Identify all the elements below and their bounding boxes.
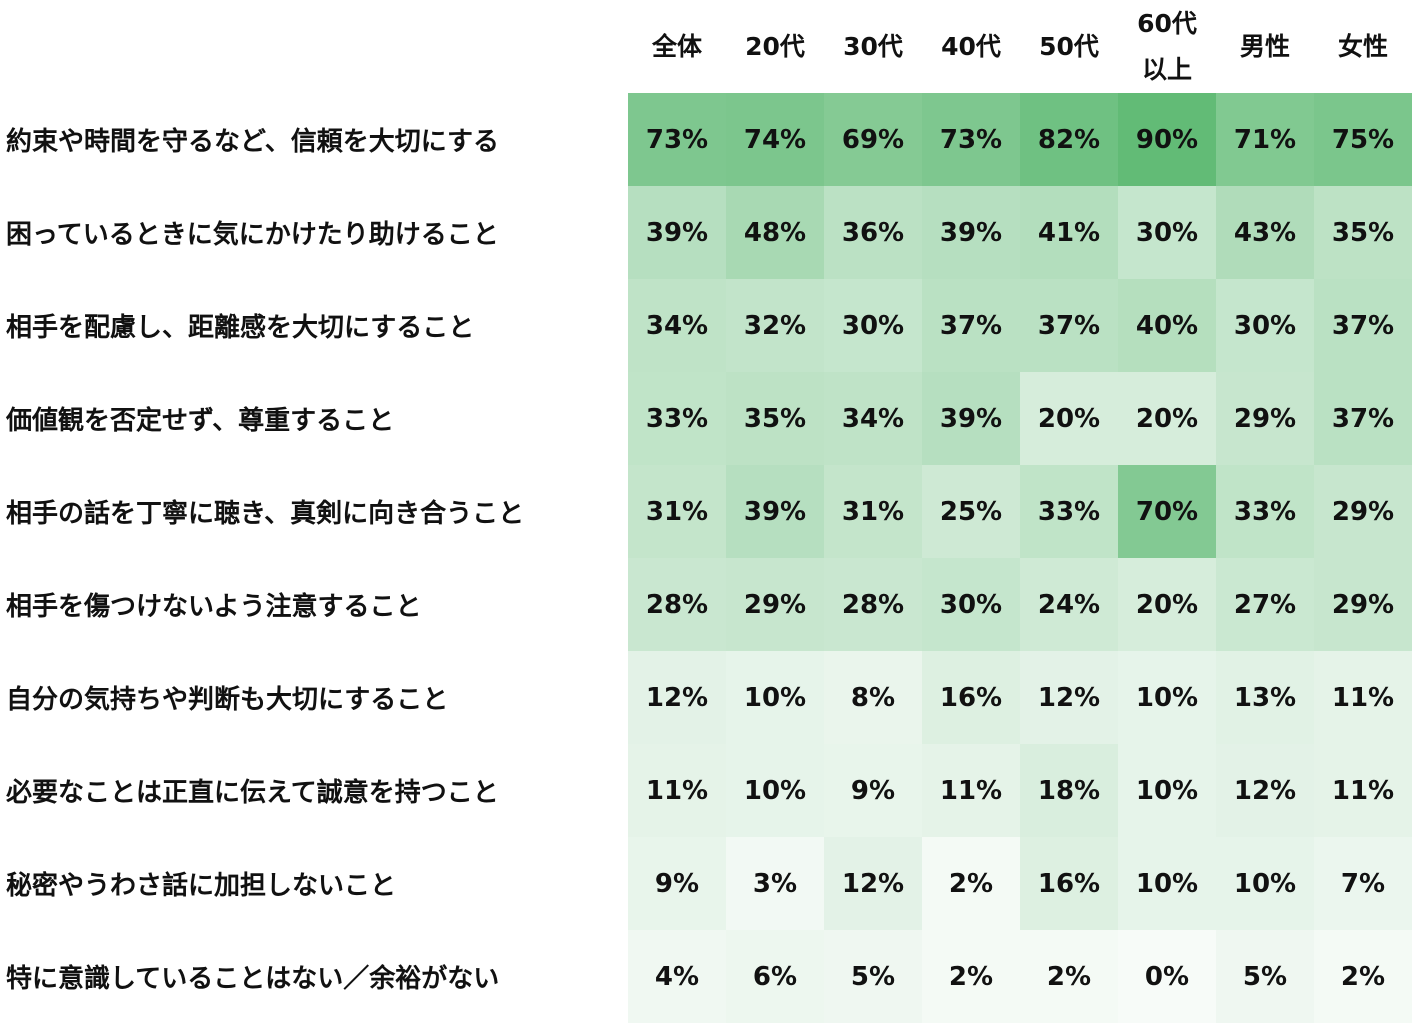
- heatmap-cell: 12%: [1216, 744, 1314, 837]
- heatmap-cell: 41%: [1020, 186, 1118, 279]
- heatmap-cell: 34%: [628, 279, 726, 372]
- heatmap-cell: 16%: [922, 651, 1020, 744]
- heatmap-cell: 31%: [824, 465, 922, 558]
- column-header: 40代: [941, 31, 1001, 61]
- heatmap-cell: 30%: [922, 558, 1020, 651]
- heatmap-cell: 35%: [1314, 186, 1412, 279]
- heatmap-cell: 33%: [628, 372, 726, 465]
- heatmap-cell: 24%: [1020, 558, 1118, 651]
- column-header: 50代: [1039, 31, 1099, 61]
- row-label: 自分の気持ちや判断も大切にすること: [6, 685, 449, 715]
- row-label: 特に意識していることはない／余裕がない: [6, 964, 500, 994]
- heatmap-cell: 29%: [1314, 558, 1412, 651]
- column-header: 男性: [1239, 31, 1290, 61]
- heatmap-cell: 73%: [922, 93, 1020, 186]
- heatmap-cell: 4%: [628, 930, 726, 1023]
- row-label: 相手を傷つけないよう注意すること: [6, 592, 422, 622]
- heatmap-cell: 5%: [1216, 930, 1314, 1023]
- heatmap-cell: 11%: [1314, 651, 1412, 744]
- heatmap-cell: 2%: [1314, 930, 1412, 1023]
- row-label: 相手の話を丁寧に聴き、真剣に向き合うこと: [6, 499, 525, 529]
- heatmap-cell: 32%: [726, 279, 824, 372]
- heatmap-cell: 2%: [1020, 930, 1118, 1023]
- heatmap-cell: 11%: [922, 744, 1020, 837]
- heatmap-cell: 70%: [1118, 465, 1216, 558]
- heatmap-cell: 8%: [824, 651, 922, 744]
- heatmap-cell: 33%: [1020, 465, 1118, 558]
- heatmap-cell: 33%: [1216, 465, 1314, 558]
- heatmap-cell: 20%: [1118, 558, 1216, 651]
- heatmap-cell: 12%: [1020, 651, 1118, 744]
- heatmap-cell: 29%: [726, 558, 824, 651]
- column-header: 女性: [1337, 31, 1388, 61]
- heatmap-cell: 11%: [1314, 744, 1412, 837]
- heatmap-cell: 20%: [1020, 372, 1118, 465]
- row-label: 秘密やうわさ話に加担しないこと: [6, 871, 397, 901]
- heatmap-cell: 28%: [628, 558, 726, 651]
- row-label: 約束や時間を守るなど、信頼を大切にする: [6, 127, 499, 157]
- row-label: 相手を配慮し、距離感を大切にすること: [6, 313, 475, 343]
- row-label: 必要なことは正直に伝えて誠意を持つこと: [6, 778, 499, 808]
- heatmap-cell: 39%: [726, 465, 824, 558]
- column-header: 60代 以上: [1137, 8, 1197, 84]
- heatmap-cell: 69%: [824, 93, 922, 186]
- heatmap-cell: 9%: [628, 837, 726, 930]
- heatmap-cell: 39%: [628, 186, 726, 279]
- heatmap-cell: 36%: [824, 186, 922, 279]
- heatmap-cell: 74%: [726, 93, 824, 186]
- heatmap-cell: 29%: [1216, 372, 1314, 465]
- heatmap-cell: 34%: [824, 372, 922, 465]
- heatmap-cell: 82%: [1020, 93, 1118, 186]
- heatmap-cell: 12%: [824, 837, 922, 930]
- heatmap-cell: 43%: [1216, 186, 1314, 279]
- heatmap-cell: 75%: [1314, 93, 1412, 186]
- heatmap-cell: 29%: [1314, 465, 1412, 558]
- heatmap-cell: 30%: [1118, 186, 1216, 279]
- heatmap-cell: 37%: [1314, 279, 1412, 372]
- heatmap-cell: 37%: [1314, 372, 1412, 465]
- heatmap-cell: 37%: [922, 279, 1020, 372]
- row-label: 困っているときに気にかけたり助けること: [6, 220, 499, 250]
- heatmap-cell: 3%: [726, 837, 824, 930]
- heatmap-cell: 28%: [824, 558, 922, 651]
- heatmap-cell: 9%: [824, 744, 922, 837]
- heatmap-cell: 2%: [922, 930, 1020, 1023]
- heatmap-cell: 12%: [628, 651, 726, 744]
- heatmap-cell: 73%: [628, 93, 726, 186]
- heatmap-cell: 90%: [1118, 93, 1216, 186]
- heatmap-cell: 20%: [1118, 372, 1216, 465]
- heatmap-cell: 7%: [1314, 837, 1412, 930]
- heatmap-cell: 30%: [824, 279, 922, 372]
- heatmap-cell: 40%: [1118, 279, 1216, 372]
- heatmap-cell: 37%: [1020, 279, 1118, 372]
- heatmap-cell: 39%: [922, 372, 1020, 465]
- heatmap-cell: 13%: [1216, 651, 1314, 744]
- heatmap-cell: 2%: [922, 837, 1020, 930]
- column-header: 30代: [843, 31, 903, 61]
- heatmap-cell: 48%: [726, 186, 824, 279]
- heatmap-cell: 0%: [1118, 930, 1216, 1023]
- heatmap-cell: 10%: [1118, 744, 1216, 837]
- heatmap-cell: 25%: [922, 465, 1020, 558]
- heatmap-cell: 10%: [1216, 837, 1314, 930]
- heatmap-cell: 39%: [922, 186, 1020, 279]
- heatmap-cell: 10%: [726, 744, 824, 837]
- heatmap-cell: 5%: [824, 930, 922, 1023]
- heatmap-cell: 18%: [1020, 744, 1118, 837]
- heatmap-cell: 35%: [726, 372, 824, 465]
- heatmap-cell: 31%: [628, 465, 726, 558]
- column-header: 20代: [745, 31, 805, 61]
- heatmap-cell: 30%: [1216, 279, 1314, 372]
- heatmap-cell: 27%: [1216, 558, 1314, 651]
- heatmap-cell: 10%: [1118, 651, 1216, 744]
- heatmap-cell: 6%: [726, 930, 824, 1023]
- row-label: 価値観を否定せず、尊重すること: [6, 406, 395, 436]
- heatmap-cell: 11%: [628, 744, 726, 837]
- heatmap-cell: 10%: [726, 651, 824, 744]
- column-header: 全体: [651, 31, 702, 61]
- heatmap-cell: 10%: [1118, 837, 1216, 930]
- heatmap-cell: 16%: [1020, 837, 1118, 930]
- heatmap-cell: 71%: [1216, 93, 1314, 186]
